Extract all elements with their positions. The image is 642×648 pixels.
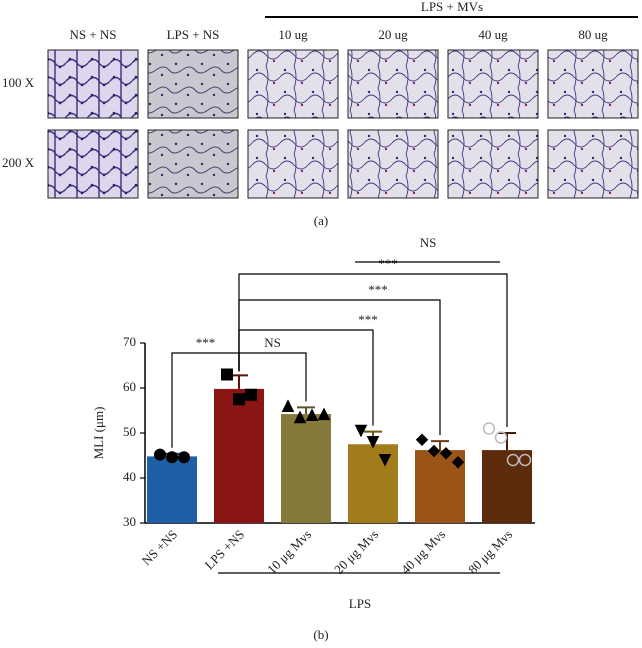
micrograph: [147, 129, 239, 199]
data-point: [518, 453, 532, 467]
x-tick-label: LPS +NS: [202, 527, 248, 573]
significance-label: ***: [358, 312, 378, 327]
column-header: 80 ug: [578, 27, 608, 42]
data-point: [439, 447, 453, 460]
significance-label: NS: [420, 235, 437, 250]
x-tick-label: 40 μg Mvs: [398, 527, 448, 577]
micrograph: [347, 49, 439, 119]
data-point: [281, 399, 295, 412]
column-header: NS + NS: [69, 27, 116, 42]
panel-a: NS + NS LPS + NS 10 ug 20 ug 40 ug 80 ug LPS +…: [2, 0, 639, 228]
bracket: [238, 299, 441, 436]
panel-label: (a): [314, 213, 328, 228]
data-point: [293, 410, 307, 424]
column-header: 20 ug: [378, 27, 408, 42]
data-point: [494, 431, 508, 444]
data-point: [178, 451, 190, 464]
y-tick-label: 30: [123, 514, 136, 529]
column-header: 10 ug: [278, 27, 308, 42]
row-label: 200 X: [2, 155, 35, 170]
bar: [214, 388, 264, 523]
data-point: [233, 393, 245, 406]
bar: [482, 450, 532, 523]
data-point: [305, 408, 319, 421]
column-header: LPS + NS: [167, 27, 220, 42]
bar: [281, 414, 331, 523]
group-header: LPS + MVs: [421, 0, 483, 14]
data-point: [378, 454, 392, 467]
x-tick-label: 10 μg Mvs: [264, 527, 314, 577]
bracket: [238, 273, 508, 427]
micrograph: [147, 49, 239, 119]
significance-label: NS: [264, 335, 281, 350]
x-tick-label: 20 μg Mvs: [331, 527, 381, 577]
y-tick-label: 40: [123, 469, 136, 484]
panel-label: (b): [313, 627, 328, 642]
column-header: 40 ug: [478, 27, 508, 42]
y-tick-label: 70: [123, 334, 136, 349]
data-point: [221, 368, 233, 381]
x-tick-label: NS +NS: [139, 527, 181, 569]
significance-label: ***: [378, 256, 398, 271]
data-point: [451, 456, 465, 469]
y-tick-label: 50: [123, 424, 136, 439]
y-tick-label: 60: [123, 379, 136, 394]
micrograph: [247, 129, 339, 199]
micrograph: [447, 129, 539, 199]
y-axis-label: MLI (μm): [91, 407, 106, 460]
data-point: [366, 436, 380, 449]
data-point: [427, 444, 441, 458]
group-label: LPS: [349, 596, 371, 611]
micrograph: [47, 49, 139, 119]
data-point: [354, 424, 368, 438]
data-point: [154, 448, 166, 461]
x-tick-label: 80 μg Mvs: [465, 527, 515, 577]
bar: [147, 456, 197, 523]
significance-label: ***: [368, 282, 388, 297]
data-point: [482, 422, 496, 435]
micrograph: [347, 129, 439, 199]
bar: [348, 444, 398, 523]
data-point: [245, 388, 257, 401]
data-point: [415, 433, 429, 446]
data-point: [317, 407, 331, 421]
micrograph: [447, 49, 539, 119]
row-label: 100 X: [2, 75, 35, 90]
micrograph: [47, 129, 139, 199]
data-point: [166, 451, 178, 464]
micrograph: [547, 129, 639, 199]
significance-label: ***: [196, 335, 216, 350]
data-point: [506, 453, 520, 467]
panel-b: 30 40 50 60 70 MLI (μm) NS +NS LPS +NS 10 μg Mvs…: [91, 235, 535, 642]
micrograph: [247, 49, 339, 119]
micrograph: [547, 49, 639, 119]
